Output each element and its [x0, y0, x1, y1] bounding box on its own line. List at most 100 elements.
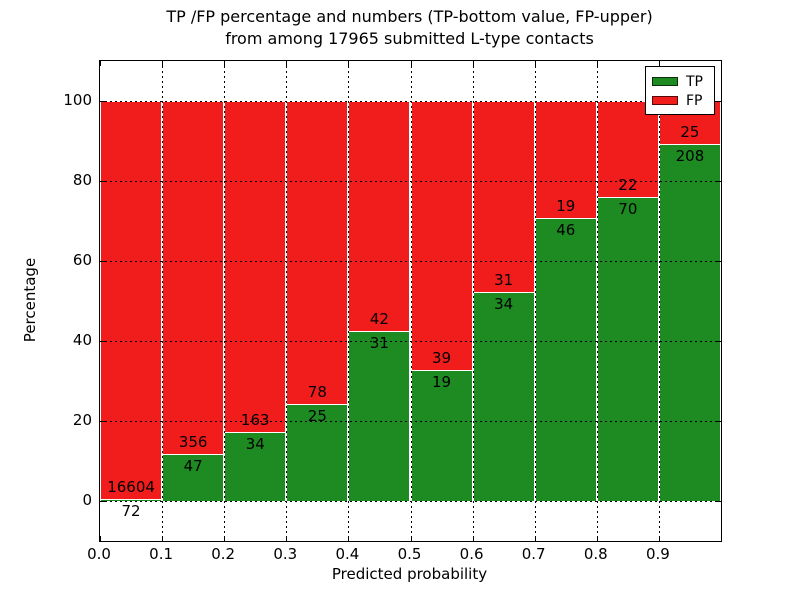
x-tick-mark-top: [162, 61, 164, 66]
y-tick-label: 20: [72, 411, 92, 429]
x-tick-mark-bottom: [224, 536, 226, 541]
y-gridline: [100, 101, 721, 102]
y-tick-label: 80: [72, 171, 92, 189]
fp-bar-segment: [596, 101, 659, 197]
x-gridline: [224, 61, 226, 541]
x-gridline: [162, 61, 164, 541]
fp-bar-segment: [286, 101, 349, 404]
tp-count-label: 31: [369, 334, 389, 353]
tp-count-label: 70: [618, 199, 638, 218]
x-tick-label: 0.8: [583, 545, 608, 563]
fp-count-label: 163: [240, 410, 270, 429]
chart-title-line2: from among 17965 submitted L-type contac…: [225, 29, 594, 48]
x-tick-label: 0.5: [397, 545, 422, 563]
tp-count-label: 25: [307, 406, 327, 425]
x-tick-mark-top: [286, 61, 288, 66]
x-tick-label: 0.0: [87, 545, 111, 563]
fp-bar-segment: [472, 101, 535, 292]
fp-bar-segment: [100, 101, 163, 500]
x-tick-label: 0.9: [645, 545, 670, 563]
x-tick-mark-bottom: [348, 536, 350, 541]
x-tick-mark-top: [658, 61, 660, 66]
tp-bar-segment: [596, 196, 659, 501]
fp-count-label: 19: [556, 196, 576, 215]
tp-bar-segment: [286, 403, 349, 501]
fp-count-label: 42: [369, 310, 389, 329]
x-tick-mark-top: [348, 61, 350, 66]
plot-area: 16604 72 356 47 163 34 78 25 42 31 39 19 31 34 19 46 22 7…: [99, 60, 722, 542]
x-tick-mark-bottom: [100, 536, 101, 541]
tp-bar-segment: [534, 217, 597, 501]
x-tick-mark-top: [410, 61, 412, 66]
x-tick-mark-top: [224, 61, 226, 66]
x-gridline: [534, 61, 536, 541]
chart-title: TP /FP percentage and numbers (TP-bottom…: [99, 6, 720, 50]
y-tick-mark-left: [100, 501, 105, 502]
y-gridline: [100, 501, 721, 502]
tp-bar-segment: [100, 499, 163, 501]
y-tick-mark-right: [716, 181, 721, 182]
x-tick-label: 0.2: [211, 545, 236, 563]
y-tick-mark-left: [100, 181, 105, 182]
legend-label-tp: TP: [686, 73, 703, 90]
x-gridline: [596, 61, 598, 541]
tp-bar-segment: [410, 369, 473, 501]
y-tick-mark-right: [716, 341, 721, 342]
y-tick-mark-right: [716, 101, 721, 102]
x-tick-mark-bottom: [534, 536, 536, 541]
fp-count-label: 16604: [107, 478, 155, 497]
tp-count-label: 72: [121, 502, 141, 521]
x-tick-mark-bottom: [410, 536, 412, 541]
y-gridline: [100, 181, 721, 182]
tp-count-label: 34: [245, 434, 265, 453]
tp-count-label: 47: [183, 457, 203, 476]
tp-bar-segment: [348, 331, 411, 501]
fp-count-label: 78: [307, 382, 327, 401]
tp-legend-swatch-icon: [652, 77, 678, 86]
x-tick-mark-top: [534, 61, 536, 66]
legend: TP FP: [645, 66, 715, 115]
tp-bar-segment: [472, 291, 535, 501]
y-tick-mark-right: [716, 261, 721, 262]
tp-bar-segment: [658, 143, 721, 501]
y-gridline: [100, 341, 721, 342]
fp-bar-segment: [224, 101, 287, 432]
x-tick-mark-bottom: [162, 536, 164, 541]
y-tick-mark-left: [100, 101, 105, 102]
x-gridline: [472, 61, 474, 541]
x-tick-mark-bottom: [286, 536, 288, 541]
y-gridline: [100, 421, 721, 422]
y-tick-label: 100: [63, 91, 92, 109]
y-tick-label: 0: [82, 491, 92, 509]
tp-count-label: 46: [556, 220, 576, 239]
legend-entry-tp: TP: [652, 72, 708, 91]
x-tick-label: 0.7: [521, 545, 546, 563]
x-tick-mark-top: [596, 61, 598, 66]
fp-count-label: 22: [618, 175, 638, 194]
fp-legend-swatch-icon: [652, 96, 678, 105]
x-tick-label: 0.6: [459, 545, 484, 563]
y-tick-label: 60: [72, 251, 92, 269]
x-tick-mark-bottom: [721, 536, 722, 541]
x-gridline: [286, 61, 288, 541]
tp-count-label: 19: [432, 372, 452, 391]
fp-bar-segment: [410, 101, 473, 370]
fp-count-label: 31: [494, 270, 514, 289]
legend-label-fp: FP: [686, 92, 703, 109]
tp-count-label: 34: [494, 294, 514, 313]
y-axis-label: Percentage: [21, 257, 39, 343]
x-gridline: [348, 61, 350, 541]
y-tick-mark-right: [716, 501, 721, 502]
fp-count-label: 356: [178, 433, 208, 452]
x-tick-mark-bottom: [596, 536, 598, 541]
x-tick-label: 0.3: [273, 545, 298, 563]
y-gridline: [100, 261, 721, 262]
fp-count-label: 39: [432, 348, 452, 367]
fp-bar-segment: [162, 101, 225, 455]
x-gridline: [410, 61, 412, 541]
fp-count-label: 25: [680, 122, 700, 141]
x-tick-mark-top: [721, 61, 722, 66]
legend-entry-fp: FP: [652, 91, 708, 110]
fp-bar-segment: [348, 101, 411, 332]
